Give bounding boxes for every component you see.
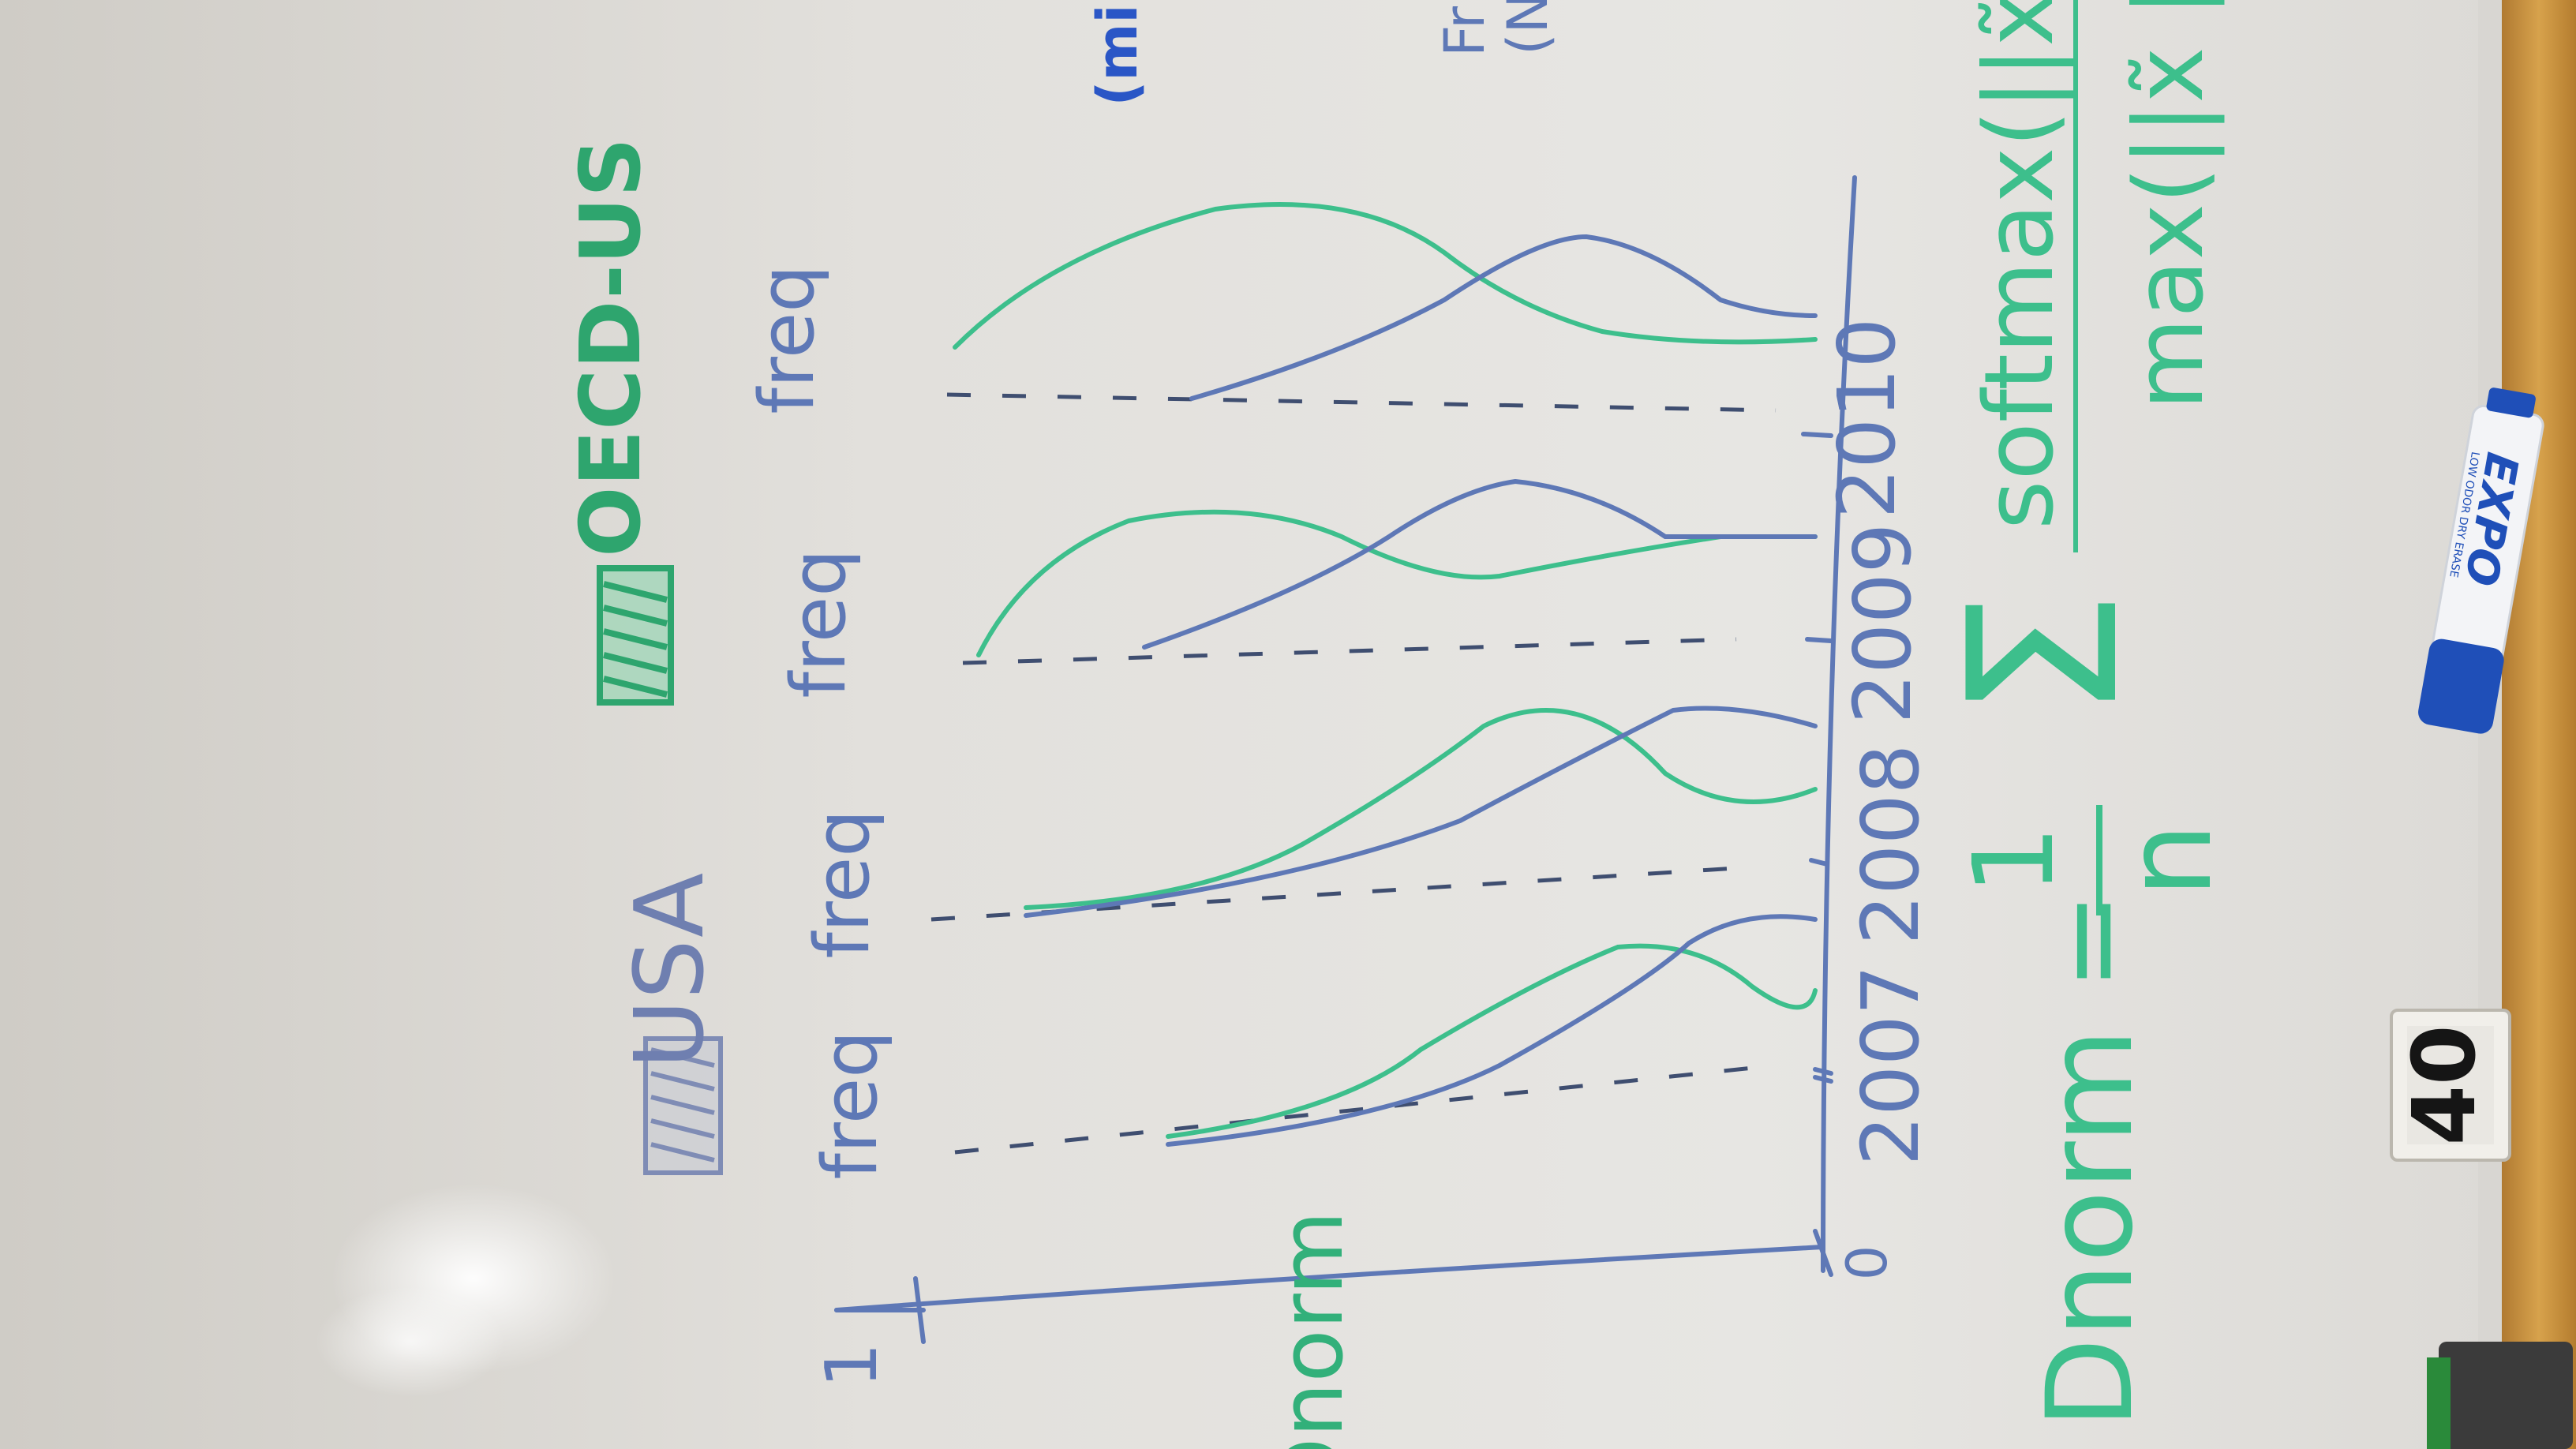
panel-2007-freq: freq bbox=[807, 1030, 894, 1179]
panel-2009-year: 2009 bbox=[1837, 523, 1929, 724]
formula-fraction-num: 1 bbox=[1950, 825, 2079, 895]
curve-2009-usa bbox=[1142, 478, 1818, 650]
usa-label: USA bbox=[616, 873, 725, 1069]
panel-2009-freq: freq bbox=[776, 549, 863, 698]
oecd-swatch bbox=[597, 565, 674, 706]
formula-denominator: max(||x̃ || bbox=[2115, 0, 2225, 410]
formula-lhs: Dnorm = bbox=[2022, 892, 2159, 1429]
axes bbox=[834, 175, 1857, 1344]
corner-notes: (mi Fr (N bbox=[1085, 0, 1560, 106]
wood-frame bbox=[2502, 0, 2576, 1449]
eraser bbox=[2427, 1342, 2573, 1449]
formula-numerator: softmax(||x̃ || bbox=[1965, 0, 2075, 530]
curve-2008-oecd bbox=[1024, 708, 1818, 910]
curve-2009-oecd bbox=[976, 509, 1818, 657]
panel-2010-freq: freq bbox=[744, 264, 831, 414]
curve-2007-usa bbox=[1166, 914, 1818, 1147]
legend: USA OECD-US bbox=[563, 137, 725, 1175]
x-axis-line bbox=[834, 1245, 1825, 1312]
room-tag-number: 40 bbox=[2394, 1024, 2495, 1145]
y-axis-label: Dnorm bbox=[1261, 1211, 1362, 1449]
formula-fraction-den: n bbox=[2101, 822, 2238, 897]
formula-sum: Σ bbox=[1926, 590, 2164, 720]
origin-label: 0 bbox=[1835, 1245, 1900, 1281]
panel-2008-freq: freq bbox=[799, 809, 886, 958]
corner-note-3: (N bbox=[1496, 0, 1560, 55]
curve-2008-usa bbox=[1024, 706, 1818, 918]
panel-2007-year: 2007 bbox=[1844, 965, 1937, 1166]
curve-2010-oecd bbox=[953, 202, 1818, 350]
panel-2010-year: 2010 bbox=[1821, 318, 1913, 519]
corner-note-2: Fr bbox=[1432, 6, 1497, 57]
room-tag: 40 bbox=[2390, 1009, 2511, 1162]
expo-marker: EXPO LOW ODOR DRY ERASE bbox=[2418, 388, 2544, 734]
time-axis-line bbox=[1821, 175, 1857, 1273]
formula: Dnorm = 1 n Σ softmax(||x̃ || max(||x̃ |… bbox=[1926, 0, 2238, 1428]
y-axis-top-tick bbox=[834, 1276, 926, 1344]
light-glare-secondary bbox=[316, 1286, 505, 1397]
panel-labels: freq freq freq freq 2007 2008 2009 2010 bbox=[744, 264, 1937, 1179]
tick-one-label: 1 bbox=[811, 1342, 893, 1387]
corner-note-1: (mi bbox=[1085, 5, 1150, 107]
oecd-label: OECD-US bbox=[563, 137, 659, 557]
panel-2008-year: 2008 bbox=[1844, 744, 1937, 945]
usa-swatch bbox=[643, 1036, 723, 1175]
curve-2010-usa bbox=[1189, 234, 1818, 401]
curve-2007-oecd bbox=[1166, 943, 1818, 1139]
dashed-baselines bbox=[930, 392, 1777, 1155]
